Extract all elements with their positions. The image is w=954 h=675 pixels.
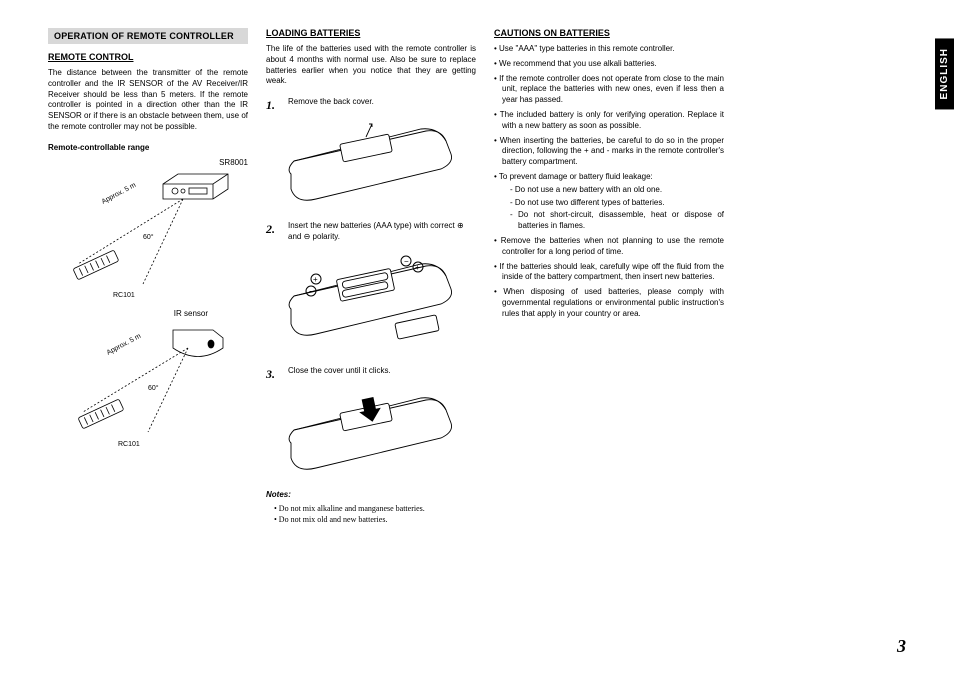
- caution-7: If the batteries should leak, carefully …: [494, 262, 724, 284]
- step2-num: 2.: [266, 221, 280, 243]
- angle-text-2: 60°: [148, 384, 159, 392]
- step1-text: Remove the back cover.: [288, 97, 374, 113]
- page-content: OPERATION OF REMOTE CONTROLLER REMOTE CO…: [0, 0, 954, 546]
- step1-illustration: [266, 119, 476, 209]
- step2-text: Insert the new batteries (AAA type) with…: [288, 221, 476, 243]
- caution-0: Use "AAA" type batteries in this remote …: [494, 44, 724, 55]
- caution-2: If the remote controller does not operat…: [494, 74, 724, 106]
- column-3: CAUTIONS ON BATTERIES Use "AAA" type bat…: [494, 28, 724, 526]
- loading-desc: The life of the batteries used with the …: [266, 44, 476, 87]
- cautions-list: Use "AAA" type batteries in this remote …: [494, 44, 724, 320]
- rc-label-2: RC101: [118, 441, 140, 448]
- ir-sensor-label: IR sensor: [48, 309, 248, 318]
- svg-text:−: −: [404, 257, 409, 266]
- column-2: LOADING BATTERIES The life of the batter…: [266, 28, 476, 526]
- subhead-remote-control: REMOTE CONTROL: [48, 52, 248, 62]
- section-header-operation: OPERATION OF REMOTE CONTROLLER: [48, 28, 248, 44]
- step2-illustration: + − − +: [266, 249, 476, 354]
- sub-caution-1: Do not use two different types of batter…: [502, 198, 724, 209]
- remote-control-description: The distance between the transmitter of …: [48, 68, 248, 133]
- sub-caution-2: Do not short-circuit, disassemble, heat …: [502, 210, 724, 232]
- step3-illustration: [266, 388, 476, 478]
- subhead-cautions: CAUTIONS ON BATTERIES: [494, 28, 724, 38]
- svg-text:+: +: [415, 263, 420, 272]
- approx-text-1: Approx. 5 m: [101, 182, 138, 206]
- note-2: • Do not mix old and new batteries.: [280, 514, 476, 525]
- caution-3: The included battery is only for verifyi…: [494, 110, 724, 132]
- svg-text:+: +: [313, 275, 318, 284]
- subhead-loading-batteries: LOADING BATTERIES: [266, 28, 476, 38]
- step-2: 2. Insert the new batteries (AAA type) w…: [266, 221, 476, 243]
- step3-num: 3.: [266, 366, 280, 382]
- language-tab: ENGLISH: [935, 38, 954, 109]
- notes-heading: Notes:: [266, 490, 476, 499]
- svg-text:−: −: [309, 287, 314, 296]
- caution-4: When inserting the batteries, be careful…: [494, 136, 724, 168]
- approx-text-2: Approx. 5 m: [106, 333, 143, 357]
- caution-5: To prevent damage or battery fluid leaka…: [494, 172, 724, 232]
- step-3: 3. Close the cover until it clicks.: [266, 366, 476, 382]
- caution-6: Remove the batteries when not planning t…: [494, 236, 724, 258]
- range-diagram-2: Approx. 5 m 60° RC101: [48, 320, 248, 450]
- step3-text: Close the cover until it clicks.: [288, 366, 391, 382]
- angle-text-1: 60°: [143, 233, 154, 241]
- caution-5-text: To prevent damage or battery fluid leaka…: [499, 172, 653, 181]
- step1-num: 1.: [266, 97, 280, 113]
- note-1: • Do not mix alkaline and manganese batt…: [280, 503, 476, 514]
- column-1: OPERATION OF REMOTE CONTROLLER REMOTE CO…: [48, 28, 248, 526]
- range-label: Remote-controllable range: [48, 143, 248, 152]
- step-1: 1. Remove the back cover.: [266, 97, 476, 113]
- caution-1: We recommend that you use alkali batteri…: [494, 59, 724, 70]
- sub-caution-0: Do not use a new battery with an old one…: [502, 185, 724, 196]
- rc-label-1: RC101: [113, 292, 135, 299]
- caution-8: When disposing of used batteries, please…: [494, 287, 724, 319]
- page-number: 3: [897, 636, 906, 657]
- sub-cautions: Do not use a new battery with an old one…: [502, 185, 724, 232]
- range-diagram-1: Approx. 5 m 60° RC101: [48, 169, 248, 299]
- device-label: SR8001: [48, 158, 248, 167]
